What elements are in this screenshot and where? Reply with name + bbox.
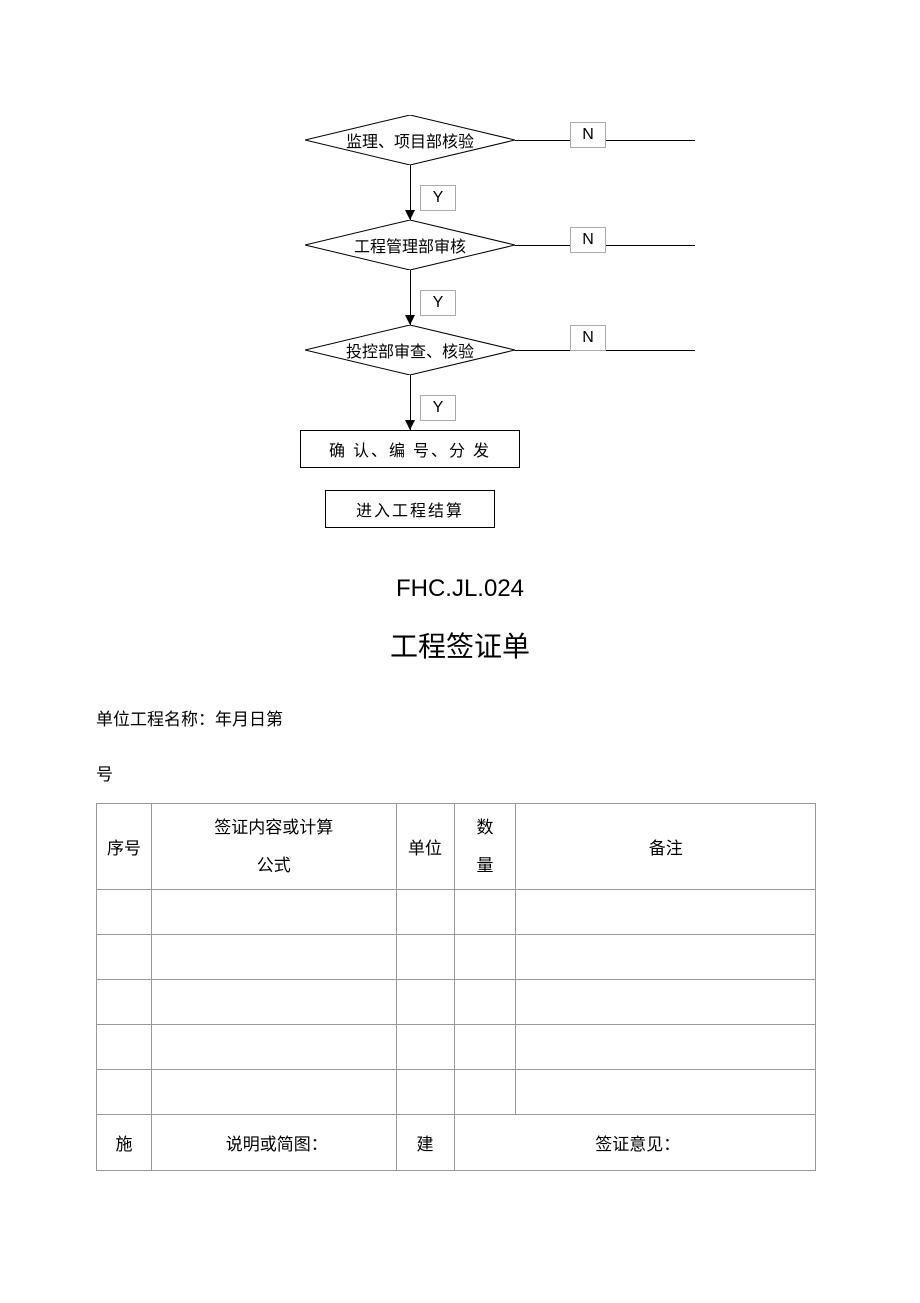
table-row (97, 935, 816, 980)
no-label-2: N (570, 227, 606, 253)
yes-label-1: Y (420, 185, 456, 211)
decision-label-3: 投控部审查、核验 (305, 325, 515, 375)
decision-node-1: 监理、项目部核验 (305, 115, 515, 165)
th-content-text: 签证内容或计算公式 (214, 818, 333, 874)
table-row (97, 980, 816, 1025)
table-row (97, 1025, 816, 1070)
arrow-d1-d2 (405, 210, 415, 220)
document-title: 工程签证单 (0, 625, 920, 665)
th-unit: 单位 (396, 804, 454, 890)
process-node-1: 确 认、编 号、分 发 (300, 430, 520, 468)
table-footer-row: 施 说明或简图： 建 签证意见： (97, 1115, 816, 1171)
footer-cell-1: 施 (97, 1115, 152, 1171)
th-qty-text: 数量 (476, 818, 493, 874)
footer-cell-2: 说明或简图： (151, 1115, 396, 1171)
yes-label-2: Y (420, 290, 456, 316)
decision-node-2: 工程管理部审核 (305, 220, 515, 270)
meta-line-1: 单位工程名称：年月日第 (96, 705, 920, 730)
document-code: FHC.JL.024 (0, 575, 920, 603)
meta-line-2: 号 (96, 760, 920, 785)
arrow-d2-d3 (405, 315, 415, 325)
process-node-2: 进入工程结算 (325, 490, 495, 528)
decision-label-1: 监理、项目部核验 (305, 115, 515, 165)
no-label-3: N (570, 325, 606, 351)
table-row (97, 1070, 816, 1115)
th-qty: 数量 (454, 804, 516, 890)
arrow-d3-r1 (405, 420, 415, 430)
flowchart: 监理、项目部核验 N Y 工程管理部审核 N Y 投控部审查、核验 N Y 确 … (0, 115, 920, 565)
footer-cell-4: 签证意见： (454, 1115, 815, 1171)
th-content: 签证内容或计算公式 (151, 804, 396, 890)
decision-node-3: 投控部审查、核验 (305, 325, 515, 375)
decision-label-2: 工程管理部审核 (305, 220, 515, 270)
table-header-row: 序号 签证内容或计算公式 单位 数量 备注 (97, 804, 816, 890)
form-table: 序号 签证内容或计算公式 单位 数量 备注 施 说明或简图： 建 签证意见： (96, 803, 816, 1171)
footer-cell-3: 建 (396, 1115, 454, 1171)
th-seq: 序号 (97, 804, 152, 890)
table-row (97, 890, 816, 935)
no-label-1: N (570, 122, 606, 148)
th-remark: 备注 (516, 804, 816, 890)
yes-label-3: Y (420, 395, 456, 421)
